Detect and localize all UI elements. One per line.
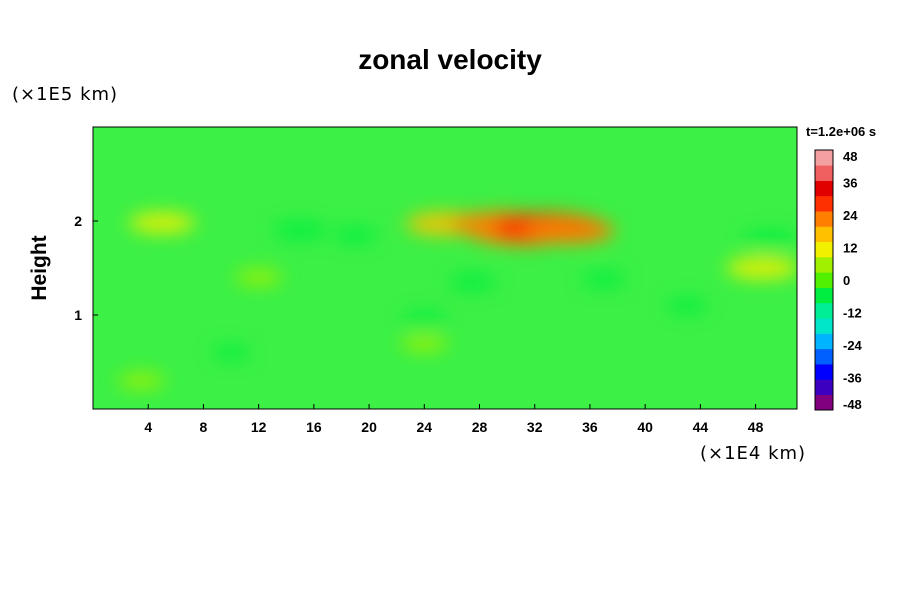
colorbar-segment <box>815 257 833 273</box>
y-tick-label: 2 <box>74 213 82 229</box>
colorbar-tick-label: 24 <box>843 208 858 223</box>
x-tick-label: 8 <box>200 419 208 435</box>
x-axis: 4 8 12 16 20 24 28 32 36 40 44 48 <box>144 404 764 435</box>
field-feature-14 <box>581 271 626 288</box>
x-tick-label: 40 <box>637 419 653 435</box>
time-label: t=1.2e+06 s <box>806 124 877 139</box>
colorbar-segment <box>815 287 833 304</box>
y-axis: 12 <box>74 213 98 323</box>
velocity-field <box>117 211 797 389</box>
colorbar-tick-label: -36 <box>843 371 862 386</box>
field-feature-10 <box>273 221 327 240</box>
field-feature-15 <box>666 298 707 313</box>
field-feature-7 <box>235 269 283 286</box>
colorbar-tick-label: 36 <box>843 176 857 191</box>
x-tick-label: 16 <box>306 419 322 435</box>
colorbar: 48 36 24 12 0 -12 -24 -36 -48 <box>814 149 863 412</box>
x-axis-unit: (×1E4 km) <box>700 443 807 464</box>
plot-frame <box>92 126 798 410</box>
colorbar-segment <box>815 348 833 365</box>
x-tick-label: 44 <box>693 419 709 435</box>
field-feature-13 <box>449 274 497 291</box>
field-feature-11 <box>333 227 378 243</box>
x-tick-label: 28 <box>472 419 488 435</box>
x-tick-label: 36 <box>582 419 598 435</box>
field-feature-8 <box>400 335 448 352</box>
colorbar-segment <box>815 241 833 258</box>
colorbar-segment <box>815 165 833 181</box>
colorbar-frame <box>814 149 834 411</box>
field-feature-17 <box>212 345 250 360</box>
colorbar-segment <box>815 379 833 396</box>
colorbar-segment <box>815 150 833 166</box>
field-feature-12 <box>742 231 797 249</box>
colorbar-tick-label: 48 <box>843 149 857 164</box>
colorbar-segment <box>815 318 833 334</box>
colorbar-tick-label: -24 <box>843 338 863 353</box>
colorbar-tick-label: -48 <box>843 397 862 412</box>
x-tick-label: 4 <box>144 419 152 435</box>
colorbar-segment <box>815 333 833 350</box>
colorbar-tick-label: 0 <box>843 273 850 288</box>
y-axis-unit: (×1E5 km) <box>12 84 119 105</box>
y-tick-label: 1 <box>74 307 82 323</box>
colorbar-tick-label: 12 <box>843 241 857 256</box>
plot-area-background <box>93 127 797 409</box>
field-feature-9 <box>117 372 165 389</box>
x-tick-label: 20 <box>361 419 377 435</box>
colorbar-segment <box>815 195 833 212</box>
field-feature-5 <box>128 212 196 234</box>
colorbar-segment <box>815 211 833 227</box>
field-feature-4 <box>523 217 616 244</box>
x-tick-label: 32 <box>527 419 543 435</box>
colorbar-segment <box>815 272 833 288</box>
colorbar-segment <box>815 180 833 197</box>
x-tick-label: 12 <box>251 419 267 435</box>
chart-title: zonal velocity <box>358 44 542 75</box>
colorbar-tick-label: -12 <box>843 306 862 321</box>
colorbar-segment <box>815 394 833 411</box>
field-feature-16 <box>402 311 447 328</box>
colorbar-segment <box>815 302 833 319</box>
colorbar-segment <box>815 364 833 380</box>
x-tick-label: 24 <box>417 419 433 435</box>
field-feature-6 <box>726 257 797 279</box>
colorbar-segment <box>815 226 833 243</box>
x-tick-label: 48 <box>748 419 764 435</box>
